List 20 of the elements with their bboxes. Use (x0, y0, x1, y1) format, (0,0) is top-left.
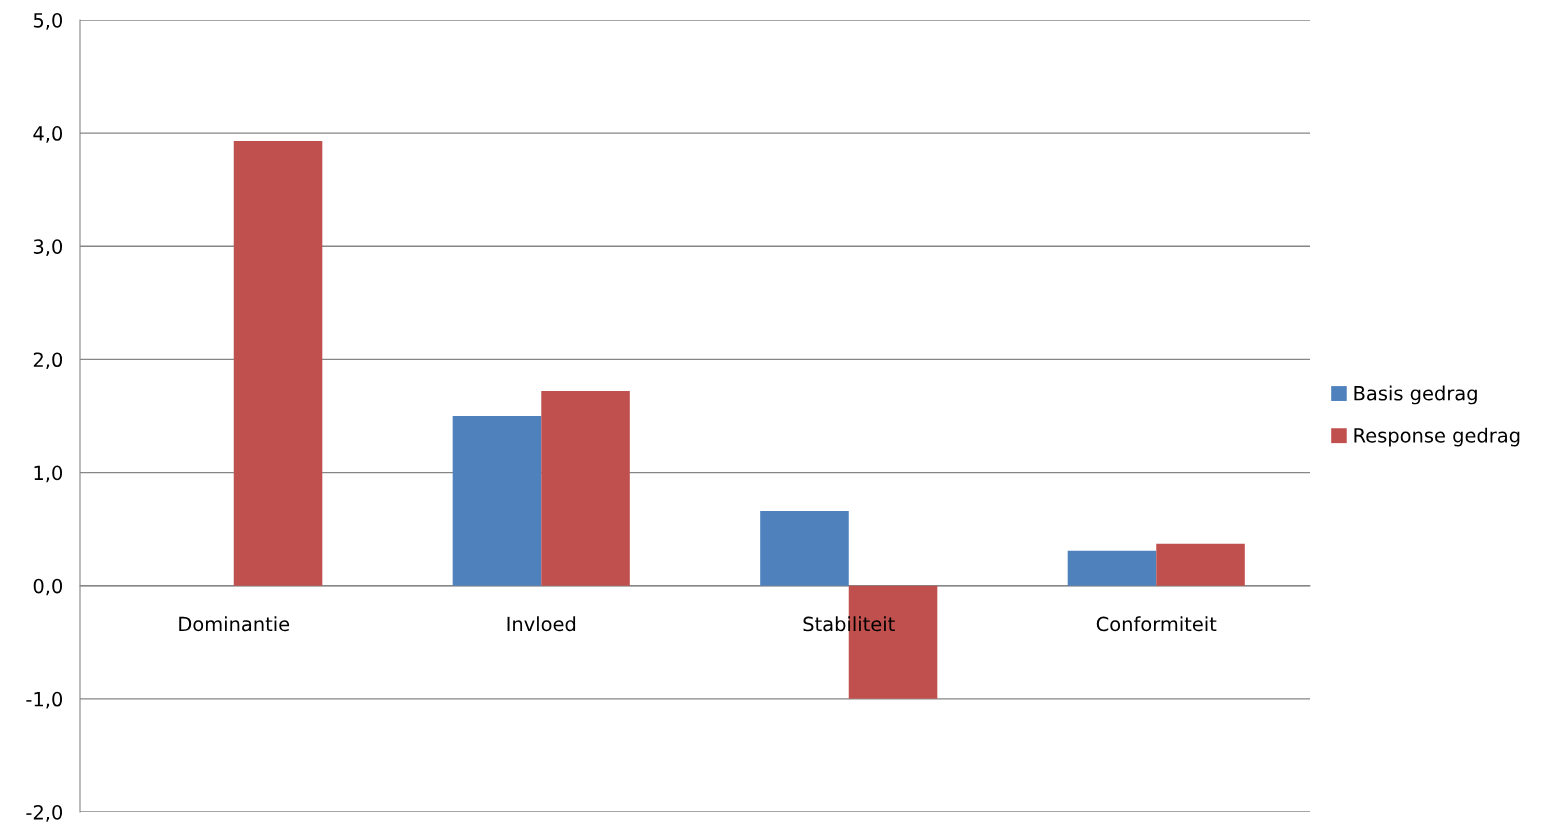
y-tick-label: 1,0 (34, 465, 63, 483)
x-tick-label: Dominantie (179, 616, 290, 632)
y-tick-label: -2,0 (26, 804, 63, 822)
bar (1156, 543, 1245, 586)
x-tick-label: Conformiteit (1096, 616, 1217, 632)
x-tick-label: Stabiliteit (803, 616, 895, 632)
bar (233, 141, 323, 586)
y-tick-label: 5,0 (33, 12, 63, 30)
bar (760, 511, 849, 586)
y-tick-label: -1,0 (26, 691, 63, 709)
y-tick-label: 2,0 (33, 352, 63, 370)
bar (541, 391, 630, 586)
x-tick-label: Invloed (507, 616, 576, 632)
y-tick-label: 4,0 (33, 126, 63, 143)
bar (452, 416, 542, 586)
bar (1067, 550, 1157, 586)
legend-label: Response gedrag (1354, 427, 1520, 447)
y-tick-label: 3,0 (33, 239, 63, 256)
legend-label: Basis gedrag (1354, 385, 1477, 405)
y-tick-label: 0,0 (33, 578, 63, 596)
